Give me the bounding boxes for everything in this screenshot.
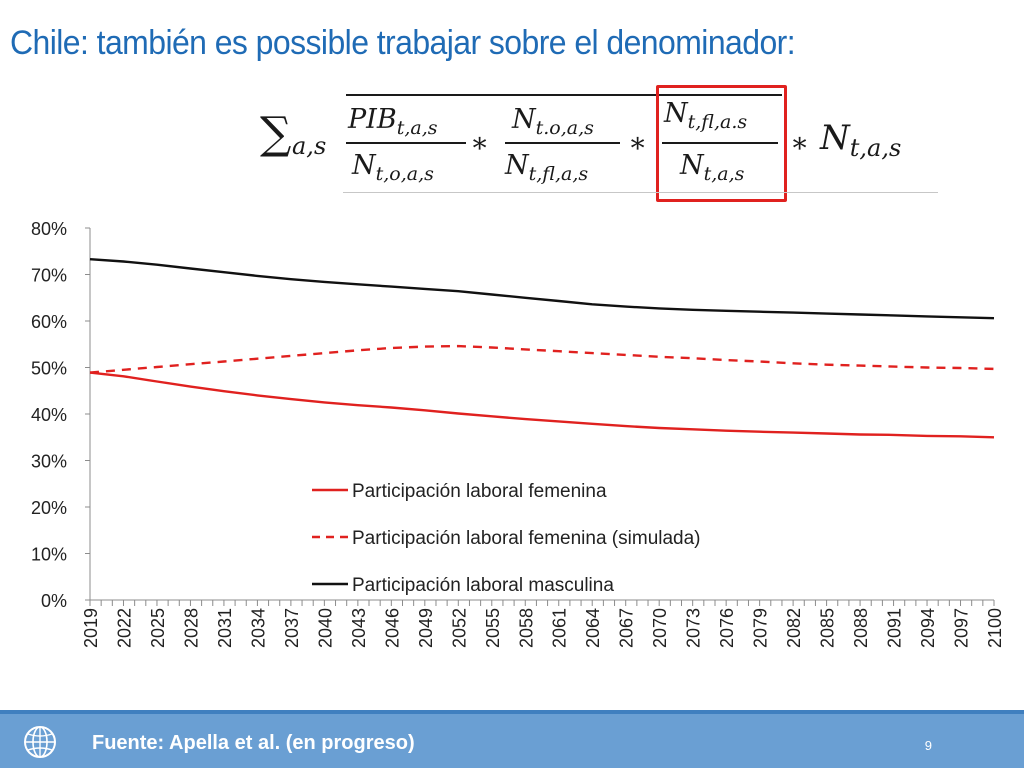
- frac2-denominator: Nt,fl,a,s: [505, 150, 588, 185]
- frac3-num-main: N: [664, 98, 688, 129]
- x-tick-label: 2037: [282, 608, 302, 648]
- frac3-den-main: N: [680, 150, 704, 181]
- x-tick-label: 2082: [784, 608, 804, 648]
- frac2-den-sub: t,fl,a,s: [528, 163, 589, 185]
- x-tick-label: 2094: [918, 608, 938, 648]
- x-tick-label: 2076: [717, 608, 737, 648]
- y-tick-label: 30%: [31, 452, 67, 472]
- frac1-num-main: PIB: [348, 104, 397, 135]
- series-line-1: [89, 344, 995, 374]
- globe-icon: [24, 726, 56, 758]
- x-tick-label: 2052: [449, 608, 469, 648]
- last-term-main: N: [820, 118, 850, 158]
- formula: ∑ a,s PIBt,a,s Nt,o,a,s ∗ Nt.o,a,s Nt,fl…: [0, 80, 1024, 210]
- times-symbol-3: ∗: [790, 126, 810, 159]
- x-tick-label: 2073: [684, 608, 704, 648]
- times-symbol-2: ∗: [628, 126, 648, 159]
- y-tick-label: 60%: [31, 312, 67, 332]
- x-tick-label: 2049: [416, 608, 436, 648]
- x-tick-label: 2043: [349, 608, 369, 648]
- frac3-denominator: Nt,a,s: [680, 150, 744, 185]
- frac2-den-main: N: [505, 150, 529, 181]
- series-line-0: [89, 371, 995, 439]
- legend-label-2: Participación laboral masculina: [352, 575, 614, 596]
- x-tick-label: 2055: [483, 608, 503, 648]
- sum-subscript: a,s: [292, 132, 327, 160]
- x-tick-label: 2061: [550, 608, 570, 648]
- legend-label-0: Participación laboral femenina: [352, 481, 607, 502]
- x-tick-label: 2058: [516, 608, 536, 648]
- frac1-den-main: N: [352, 150, 376, 181]
- times-symbol-1: ∗: [470, 126, 490, 159]
- x-tick-label: 2100: [985, 608, 1005, 648]
- footer: Fuente: Apella et al. (en progreso) 9: [0, 710, 1024, 768]
- x-tick-label: 2025: [148, 608, 168, 648]
- y-tick-label: 50%: [31, 359, 67, 379]
- source-note: Fuente: Apella et al. (en progreso): [92, 732, 415, 754]
- line-chart: 0% 10% 20% 30% 40% 50% 60% 70% 80% 2019 2022 2025 20…: [31, 219, 1005, 648]
- frac1-den-sub: t,o,a,s: [375, 163, 434, 185]
- x-tick-label: 2064: [583, 608, 603, 648]
- x-tick-label: 2040: [315, 608, 335, 648]
- y-tick-label: 20%: [31, 498, 67, 518]
- x-tick-label: 2079: [751, 608, 771, 648]
- formula-underline: [343, 192, 938, 193]
- frac1-denominator: Nt,o,a,s: [352, 150, 434, 185]
- y-tick-label: 40%: [31, 405, 67, 425]
- frac3-bar: [662, 142, 778, 144]
- frac1-bar: [346, 142, 466, 144]
- frac2-bar: [505, 142, 620, 144]
- x-tick-label: 2097: [952, 608, 972, 648]
- x-tick-label: 2067: [617, 608, 637, 648]
- legend-label-1: Participación laboral femenina (simulada…: [352, 528, 701, 549]
- page-number: 9: [924, 738, 932, 753]
- x-tick-label: 2046: [382, 608, 402, 648]
- frac2-numerator: Nt.o,a,s: [512, 104, 594, 139]
- highlight-box: [656, 85, 787, 202]
- frac2-num-sub: t.o,a,s: [535, 117, 594, 139]
- formula-overbar: [346, 94, 782, 96]
- series-line-2: [89, 258, 995, 320]
- frac1-num-sub: t,a,s: [396, 117, 438, 139]
- x-tick-label: 2028: [181, 608, 201, 648]
- x-tick-label: 2022: [114, 608, 134, 648]
- x-tick-label: 2085: [818, 608, 838, 648]
- x-tick-label: 2034: [248, 608, 268, 648]
- x-tick-label: 2031: [215, 608, 235, 648]
- slide-title: Chile: también es possible trabajar sobr…: [10, 24, 796, 62]
- frac3-numerator: Nt,fl,a.s: [664, 98, 747, 133]
- y-tick-label: 70%: [31, 266, 67, 286]
- sum-symbol: ∑: [260, 108, 292, 159]
- x-tick-label: 2091: [885, 608, 905, 648]
- y-tick-label: 10%: [31, 545, 67, 565]
- x-tick-label: 2019: [81, 608, 101, 648]
- frac3-den-sub: t,a,s: [703, 163, 745, 185]
- y-tick-label: 0%: [41, 591, 67, 611]
- frac2-num-main: N: [512, 104, 536, 135]
- frac1-numerator: PIBt,a,s: [348, 104, 437, 139]
- last-term-sub: t,a,s: [849, 134, 902, 162]
- x-tick-label: 2088: [851, 608, 871, 648]
- x-tick-label: 2070: [650, 608, 670, 648]
- frac3-num-sub: t,fl,a.s: [687, 111, 748, 133]
- y-tick-label: 80%: [31, 219, 67, 239]
- last-term: Nt,a,s: [820, 118, 901, 162]
